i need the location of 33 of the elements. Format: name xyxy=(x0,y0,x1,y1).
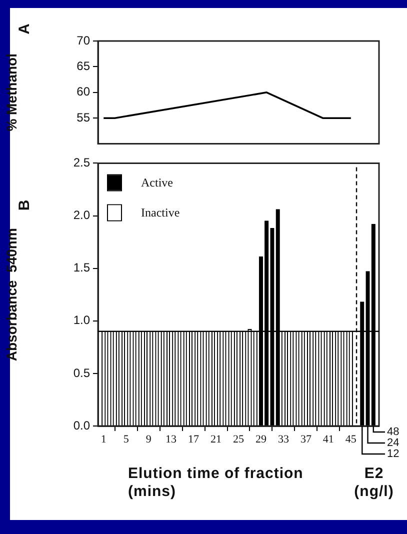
y-tick-label: 0.5 xyxy=(73,366,90,380)
x-tick-label: 21 xyxy=(210,433,222,446)
y-tick-label: 1.0 xyxy=(73,313,90,328)
y-tick-label: 55 xyxy=(76,110,90,124)
annotation: 48 xyxy=(387,426,400,438)
y-tick-label: 2.0 xyxy=(73,208,90,222)
x-tick-label: 45 xyxy=(345,433,357,446)
y-tick-label: 70 xyxy=(76,33,90,48)
x-tick-label: 1 xyxy=(100,433,106,446)
y-tick-label: 65 xyxy=(76,59,90,74)
x-tick-label: 9 xyxy=(146,433,152,446)
legend-label: Active xyxy=(141,175,173,190)
y-tick-label: 1.5 xyxy=(73,260,90,275)
x-tick-label: 17 xyxy=(188,433,200,446)
y-axis-title: Absorbance 540nm xyxy=(3,228,20,362)
x-tick-label: 29 xyxy=(255,433,267,446)
y-tick-label: 60 xyxy=(76,84,90,99)
x-axis-title: Elution time of fraction (mins) xyxy=(128,465,304,501)
y-tick-label: 2.5 xyxy=(73,156,90,170)
text: E2 (ng/l) xyxy=(353,465,395,501)
x-tick-label: 25 xyxy=(233,433,244,446)
y-axis-title: % Methanol xyxy=(3,54,20,132)
x-tick-label: 33 xyxy=(278,433,290,446)
x-tick-label: 5 xyxy=(123,433,130,446)
y-tick-label: 0.0 xyxy=(73,418,90,432)
text: B xyxy=(16,200,34,211)
legend-label: Inactive xyxy=(141,205,180,220)
annotation: 24 xyxy=(387,437,400,450)
x-tick-label: 41 xyxy=(322,433,334,446)
annotation: 12 xyxy=(387,448,400,460)
x-tick-label: 13 xyxy=(166,433,178,446)
x-tick-label: 37 xyxy=(300,433,312,446)
chart-title: A xyxy=(16,23,34,34)
